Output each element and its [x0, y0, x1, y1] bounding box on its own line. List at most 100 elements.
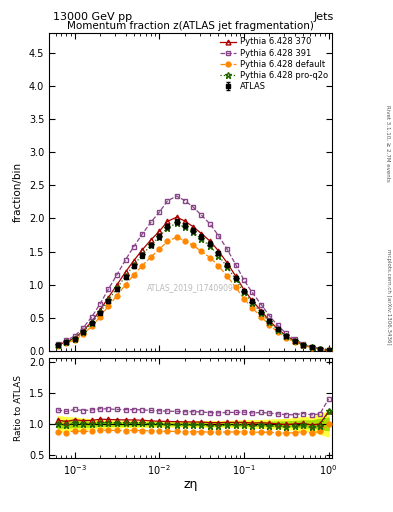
Pythia 6.428 pro-q2o	[309, 344, 314, 350]
Pythia 6.428 pro-q2o	[191, 229, 195, 236]
Line: Pythia 6.428 default: Pythia 6.428 default	[55, 235, 331, 353]
Pythia 6.428 391	[284, 330, 288, 336]
Pythia 6.428 default	[292, 339, 297, 345]
Line: Pythia 6.428 pro-q2o: Pythia 6.428 pro-q2o	[55, 220, 332, 353]
Pythia 6.428 default	[301, 343, 305, 349]
Pythia 6.428 pro-q2o	[149, 242, 153, 248]
Y-axis label: fraction/bin: fraction/bin	[13, 162, 23, 222]
Title: Momentum fraction z(ATLAS jet fragmentation): Momentum fraction z(ATLAS jet fragmentat…	[67, 21, 314, 31]
Pythia 6.428 default	[131, 272, 136, 278]
Pythia 6.428 default	[284, 335, 288, 341]
Pythia 6.428 370	[259, 308, 264, 314]
Pythia 6.428 pro-q2o	[250, 300, 255, 306]
Pythia 6.428 default	[250, 305, 255, 311]
Pythia 6.428 391	[242, 277, 246, 283]
Pythia 6.428 391	[301, 340, 305, 347]
Pythia 6.428 370	[98, 307, 103, 313]
Pythia 6.428 370	[90, 318, 94, 325]
Pythia 6.428 pro-q2o	[275, 327, 280, 333]
Pythia 6.428 370	[114, 282, 119, 288]
Pythia 6.428 370	[233, 273, 238, 279]
Pythia 6.428 default	[98, 314, 103, 320]
Pythia 6.428 391	[191, 204, 195, 210]
Text: 13000 GeV pp: 13000 GeV pp	[53, 12, 132, 23]
Pythia 6.428 pro-q2o	[174, 220, 179, 226]
Pythia 6.428 391	[98, 301, 103, 307]
Pythia 6.428 370	[267, 317, 272, 324]
Pythia 6.428 default	[174, 234, 179, 241]
Pythia 6.428 default	[64, 340, 69, 347]
Pythia 6.428 391	[157, 209, 162, 215]
Pythia 6.428 pro-q2o	[55, 343, 60, 349]
Pythia 6.428 391	[275, 323, 280, 329]
Pythia 6.428 391	[309, 344, 314, 350]
Y-axis label: Ratio to ATLAS: Ratio to ATLAS	[14, 375, 23, 441]
Pythia 6.428 370	[326, 347, 331, 353]
Pythia 6.428 391	[149, 219, 153, 225]
Pythia 6.428 370	[224, 260, 229, 266]
Pythia 6.428 370	[64, 339, 69, 345]
Pythia 6.428 370	[140, 247, 145, 253]
Pythia 6.428 391	[90, 314, 94, 320]
Pythia 6.428 pro-q2o	[267, 319, 272, 325]
Pythia 6.428 391	[72, 333, 77, 339]
Pythia 6.428 pro-q2o	[199, 236, 204, 242]
Pythia 6.428 pro-q2o	[98, 309, 103, 315]
Pythia 6.428 pro-q2o	[182, 224, 187, 230]
Pythia 6.428 default	[55, 343, 60, 349]
Pythia 6.428 pro-q2o	[318, 346, 322, 352]
Pythia 6.428 370	[275, 326, 280, 332]
Pythia 6.428 370	[131, 258, 136, 264]
Pythia 6.428 391	[182, 198, 187, 204]
Pythia 6.428 pro-q2o	[165, 224, 170, 230]
Pythia 6.428 370	[292, 338, 297, 344]
Pythia 6.428 default	[72, 337, 77, 343]
Pythia 6.428 pro-q2o	[72, 335, 77, 342]
Pythia 6.428 370	[55, 342, 60, 348]
Pythia 6.428 391	[250, 289, 255, 295]
Pythia 6.428 391	[165, 198, 170, 204]
Pythia 6.428 default	[165, 238, 170, 244]
Pythia 6.428 391	[140, 231, 145, 237]
Pythia 6.428 default	[123, 282, 128, 288]
X-axis label: zη: zη	[184, 478, 198, 492]
Pythia 6.428 370	[301, 342, 305, 348]
Pythia 6.428 370	[242, 287, 246, 293]
Pythia 6.428 370	[208, 238, 213, 244]
Pythia 6.428 default	[309, 345, 314, 351]
Pythia 6.428 pro-q2o	[301, 342, 305, 348]
Pythia 6.428 default	[242, 295, 246, 302]
Pythia 6.428 370	[149, 237, 153, 243]
Pythia 6.428 pro-q2o	[157, 234, 162, 240]
Pythia 6.428 default	[208, 254, 213, 261]
Pythia 6.428 391	[292, 336, 297, 343]
Pythia 6.428 370	[106, 294, 111, 301]
Pythia 6.428 370	[165, 218, 170, 224]
Pythia 6.428 pro-q2o	[326, 347, 331, 353]
Pythia 6.428 pro-q2o	[216, 252, 221, 259]
Pythia 6.428 default	[191, 242, 195, 248]
Pythia 6.428 391	[81, 325, 85, 331]
Pythia 6.428 default	[81, 331, 85, 337]
Pythia 6.428 370	[157, 228, 162, 234]
Pythia 6.428 pro-q2o	[114, 285, 119, 291]
Pythia 6.428 391	[131, 244, 136, 250]
Pythia 6.428 391	[267, 313, 272, 319]
Pythia 6.428 default	[157, 246, 162, 252]
Legend: Pythia 6.428 370, Pythia 6.428 391, Pythia 6.428 default, Pythia 6.428 pro-q2o, : Pythia 6.428 370, Pythia 6.428 391, Pyth…	[218, 36, 330, 93]
Pythia 6.428 370	[284, 333, 288, 339]
Pythia 6.428 default	[259, 314, 264, 320]
Pythia 6.428 default	[224, 273, 229, 279]
Pythia 6.428 pro-q2o	[224, 264, 229, 270]
Pythia 6.428 default	[114, 293, 119, 299]
Pythia 6.428 370	[72, 335, 77, 341]
Pythia 6.428 370	[182, 218, 187, 224]
Pythia 6.428 370	[81, 328, 85, 334]
Pythia 6.428 370	[318, 346, 322, 352]
Pythia 6.428 default	[149, 254, 153, 260]
Pythia 6.428 391	[106, 286, 111, 292]
Pythia 6.428 391	[208, 221, 213, 227]
Pythia 6.428 391	[233, 262, 238, 268]
Pythia 6.428 370	[216, 248, 221, 254]
Pythia 6.428 391	[326, 347, 331, 353]
